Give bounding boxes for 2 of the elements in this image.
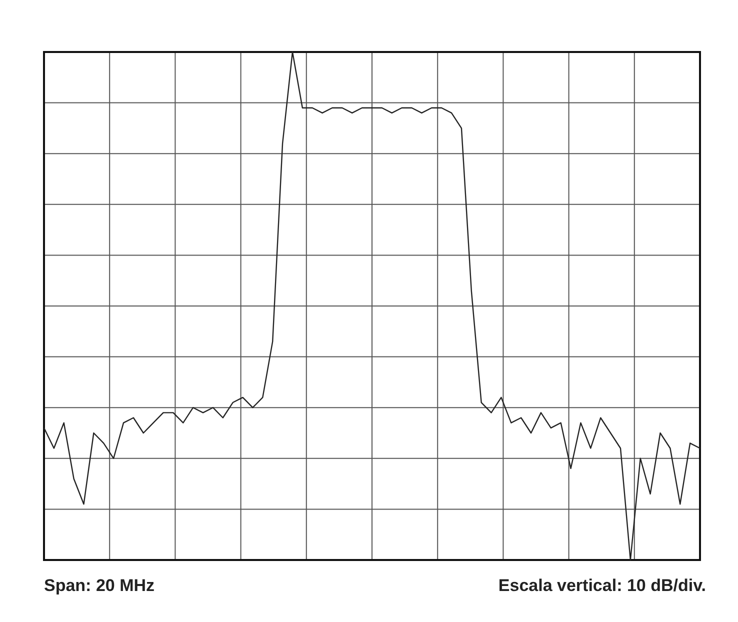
text: Span: 20 MHz xyxy=(44,576,155,596)
text: Escala vertical: 10 dB/div. xyxy=(498,576,706,596)
